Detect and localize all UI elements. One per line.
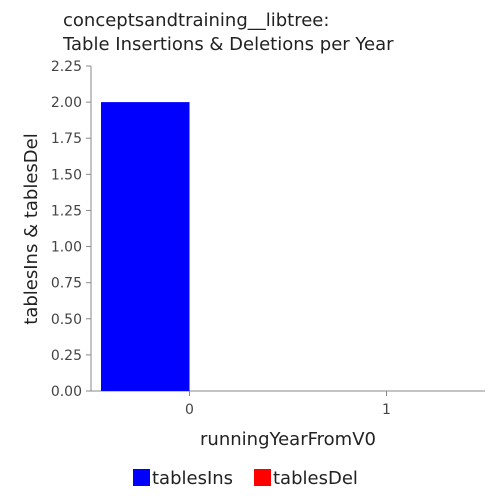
y-axis-label: tablesIns & tablesDel <box>21 133 42 324</box>
y-tick-label: 1.75 <box>51 131 82 147</box>
legend-label-tablesIns: tablesIns <box>152 468 233 489</box>
plot-area: 0.00 0.25 0.50 0.75 1.00 1.25 1.50 1.75 2.00 2.25… <box>51 59 485 418</box>
chart-title-line-2: Table Insertions & Deletions per Year <box>62 34 394 55</box>
legend-swatch-tablesDel <box>254 469 271 486</box>
y-tick-label: 1.00 <box>51 240 82 256</box>
legend: tablesIns tablesDel <box>133 468 358 489</box>
y-tick-label: 2.25 <box>51 59 82 75</box>
x-tick-label: 1 <box>382 402 391 418</box>
x-axis-label: runningYearFromV0 <box>200 429 376 450</box>
legend-swatch-tablesIns <box>133 469 150 486</box>
y-tick-label: 1.50 <box>51 167 82 183</box>
y-ticks: 0.00 0.25 0.50 0.75 1.00 1.25 1.50 1.75 2.00 2.25 <box>51 59 91 400</box>
legend-label-tablesDel: tablesDel <box>273 468 358 489</box>
bar-tablesIns-0 <box>101 102 190 391</box>
y-tick-label: 0.25 <box>51 348 82 364</box>
y-tick-label: 2.00 <box>51 95 82 111</box>
chart-title-line-1: conceptsandtraining__libtree: <box>63 10 329 31</box>
x-tick-label: 0 <box>185 402 194 418</box>
y-tick-label: 0.50 <box>51 312 82 328</box>
y-tick-label: 0.00 <box>51 384 82 400</box>
y-tick-label: 1.25 <box>51 203 82 219</box>
bars <box>101 102 190 391</box>
y-tick-label: 0.75 <box>51 276 82 292</box>
